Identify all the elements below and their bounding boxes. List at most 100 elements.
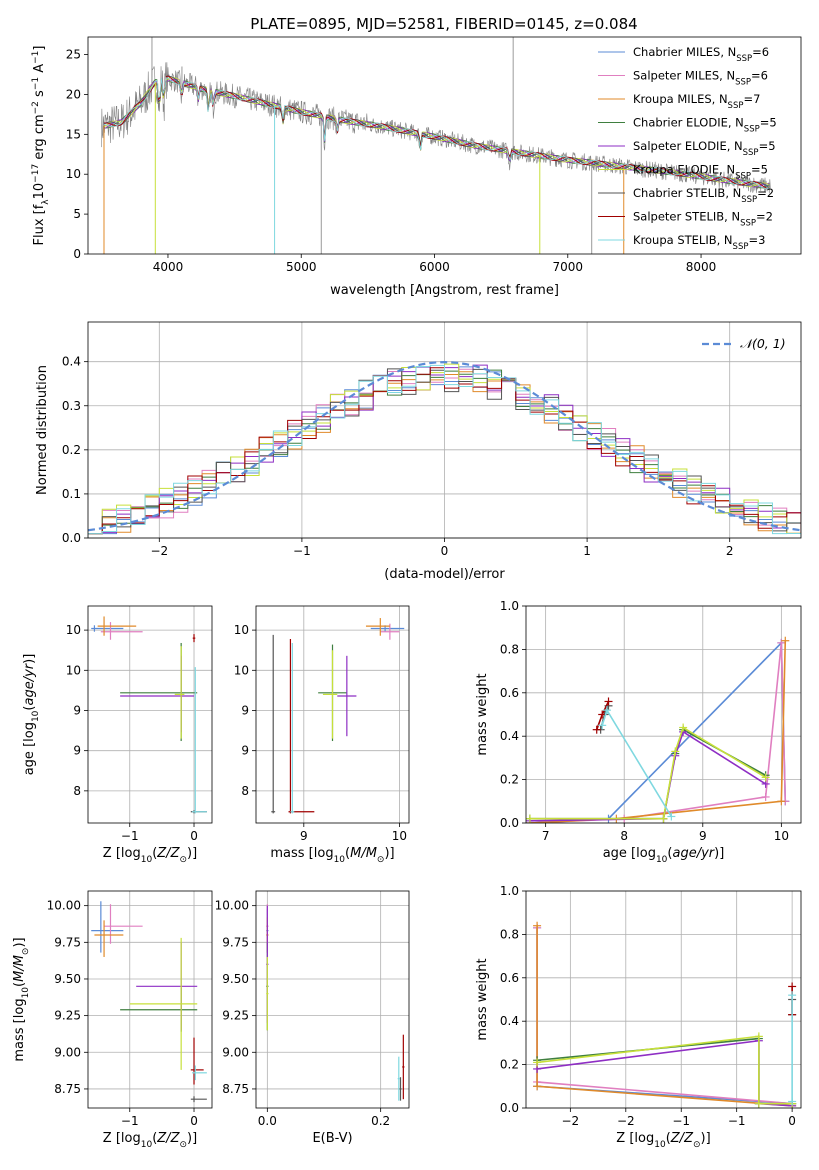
gaussian-curve <box>88 361 801 532</box>
y-tick-label: 10 <box>66 623 81 637</box>
histogram-group <box>88 361 801 538</box>
y-tick-label: 9 <box>241 703 249 717</box>
figure-title: PLATE=0895, MJD=52581, FIBERID=0145, z=0… <box>250 15 637 33</box>
x-tick-label: 0.2 <box>371 1114 390 1128</box>
y-tick-label: 10 <box>66 663 81 677</box>
y-tick-label: 8.75 <box>54 1082 81 1096</box>
age-vs-mass-panel: 9 10 8 9 9 10 10 mass [log10(M/M⊙)] <box>234 605 410 865</box>
x-axis-label: Z [log10(Z/Z⊙)] <box>616 1131 710 1150</box>
weight-point-marker <box>761 773 770 782</box>
y-tick-label: 0.0 <box>500 816 519 830</box>
y-tick-label: 9.75 <box>54 935 81 949</box>
y-tick-label: 0.3 <box>62 399 81 413</box>
y-tick-label: 5 <box>73 207 81 221</box>
x-tick-label: 1 <box>583 544 591 558</box>
weight-point-marker <box>533 1058 542 1067</box>
x-tick-label: 8000 <box>686 260 717 274</box>
x-tick-label: 0 <box>788 1114 796 1128</box>
axes-frame <box>525 890 802 1109</box>
spectrum-data-group <box>101 37 771 254</box>
weight-point-marker <box>781 636 790 645</box>
axes-frame <box>87 890 213 1109</box>
errorbar-group <box>91 901 207 1103</box>
legend-entry: Chabrier STELIB, NSSP=2 <box>633 186 774 205</box>
weight-vs-z-panel: −2 −2 −1 −1 0 0.0 0.2 0.4 0.6 0.8 1.0 Z [log10(Z/Z⊙… <box>475 884 802 1150</box>
weight-point-marker <box>761 792 770 801</box>
x-tick-label: 8 <box>620 829 628 843</box>
weight-point-marker <box>592 725 601 734</box>
mass-vs-z-panel: −1 0 8.75 9.00 9.25 9.50 9.75 10.00 Z [log10(Z/Z… <box>12 890 213 1150</box>
weight-point-marker <box>754 1099 763 1108</box>
weight-point-marker <box>754 1032 763 1041</box>
legend-entry: Kroupa STELIB, NSSP=3 <box>633 233 765 252</box>
x-tick-label: 7 <box>542 829 550 843</box>
y-tick-label: 0.1 <box>62 487 81 501</box>
y-axis-label: mass weight <box>475 673 490 755</box>
y-tick-label: 0 <box>73 247 81 261</box>
y-tick-label: 25 <box>66 48 81 62</box>
age-vs-z-panel: −1 0 8 9 9 10 10 Z [log10(Z/Z⊙)] age [log10(age/… <box>22 605 213 865</box>
x-tick-label: −1 <box>728 1114 746 1128</box>
weight-point-marker <box>788 1097 797 1106</box>
x-axis-label: (data-model)/error <box>384 567 505 582</box>
weight-lines-group <box>526 636 790 823</box>
y-axis-label: Flux [fλ10−17 erg cm−2 s−1 A−1] <box>31 46 51 246</box>
x-tick-label: −1 <box>672 1114 690 1128</box>
x-axis-label: E(B-V) <box>312 1131 352 1146</box>
y-tick-label: 0.4 <box>500 1014 519 1028</box>
legend-entry: Chabrier MILES, NSSP=6 <box>633 45 769 64</box>
y-tick-label: 0.6 <box>500 686 519 700</box>
x-tick-label: 10 <box>774 829 789 843</box>
x-tick-label: 0 <box>190 829 198 843</box>
axes-frame <box>87 605 213 824</box>
x-axis-label: age [log10(age/yr)] <box>603 846 725 865</box>
y-tick-label: 9.50 <box>54 972 81 986</box>
spectrum-legend: Chabrier MILES, NSSP=6 Salpeter MILES, NS… <box>598 45 777 252</box>
x-tick-label: 10 <box>392 829 407 843</box>
x-tick-label: −2 <box>150 544 168 558</box>
y-tick-label: 9 <box>73 744 81 758</box>
weight-lines-group <box>533 921 797 1108</box>
x-tick-label: 7000 <box>553 260 584 274</box>
y-tick-label: 0.4 <box>62 355 81 369</box>
y-axis-label: mass [log10(M/M⊙)] <box>12 937 31 1061</box>
y-tick-label: 0.8 <box>500 927 519 941</box>
y-tick-label: 0.6 <box>500 971 519 985</box>
x-tick-label: −2 <box>617 1114 635 1128</box>
y-tick-label: 9.75 <box>222 935 249 949</box>
y-tick-label: 10 <box>234 623 249 637</box>
y-tick-label: 0.8 <box>500 642 519 656</box>
y-tick-label: 9 <box>73 703 81 717</box>
weight-point-marker <box>788 991 797 1000</box>
axes-frame <box>87 36 802 255</box>
weight-point-marker <box>604 697 613 706</box>
y-tick-label: 9.25 <box>54 1009 81 1023</box>
x-tick-label: −1 <box>121 829 139 843</box>
y-tick-label: 9 <box>241 744 249 758</box>
x-axis-label: Z [log10(Z/Z⊙)] <box>103 846 197 865</box>
errorbar-group <box>91 616 207 814</box>
x-tick-label: −2 <box>562 1114 580 1128</box>
x-tick-label: 6000 <box>419 260 450 274</box>
weight-point-marker <box>671 747 680 756</box>
legend-entry: Chabrier ELODIE, NSSP=5 <box>633 116 777 135</box>
y-tick-label: 0.0 <box>500 1101 519 1115</box>
x-tick-label: 5000 <box>286 260 317 274</box>
legend-entry: Salpeter MILES, NSSP=6 <box>633 69 768 88</box>
legend-entry: 𝒩(0, 1) <box>740 336 786 351</box>
y-tick-label: 9.00 <box>222 1045 249 1059</box>
errorbar-group <box>271 618 405 814</box>
x-tick-label: 4000 <box>153 260 184 274</box>
legend-entry: Kroupa ELODIE, NSSP=5 <box>633 163 768 182</box>
y-tick-label: 8 <box>73 784 81 798</box>
y-axis-label: age [log10(age/yr)] <box>22 654 41 776</box>
weight-point-marker <box>788 982 797 991</box>
gridlines <box>88 606 212 823</box>
y-tick-label: 0.2 <box>500 1058 519 1072</box>
y-tick-label: 9.50 <box>222 972 249 986</box>
mass-vs-ebv-panel: 0.0 0.2 8.75 9.00 9.25 9.50 9.75 10.00 E(B-V) <box>215 890 410 1146</box>
x-axis-label: wavelength [Angstrom, rest frame] <box>330 283 559 298</box>
y-axis-label: Normed distribution <box>35 365 50 495</box>
weight-point-marker <box>533 1082 542 1091</box>
